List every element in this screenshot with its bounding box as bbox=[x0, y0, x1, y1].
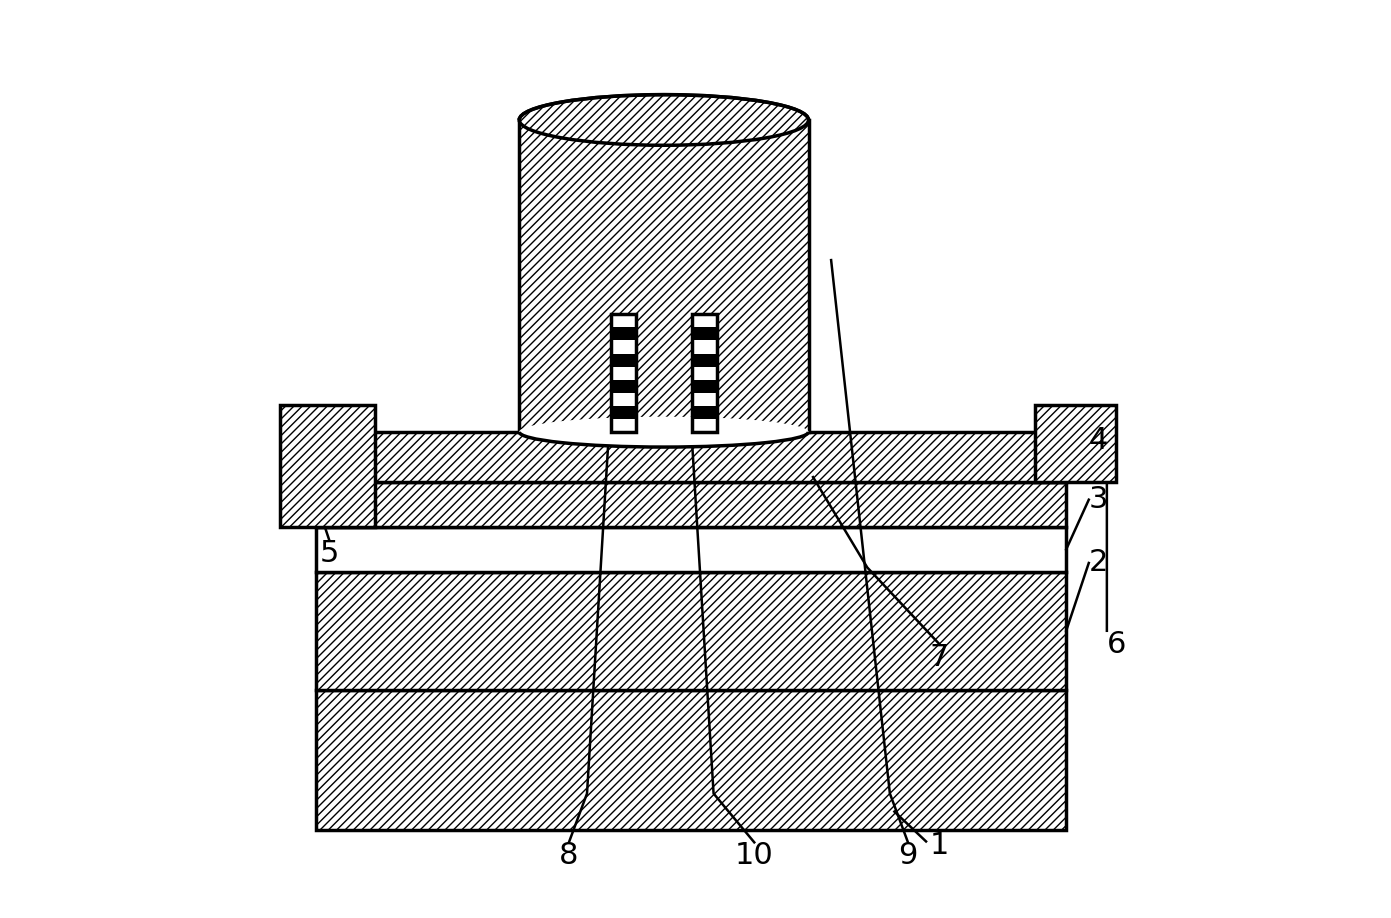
Bar bbox=[691, 314, 718, 328]
Bar bbox=[611, 419, 636, 431]
Bar bbox=[1035, 405, 1116, 482]
Bar bbox=[316, 527, 1066, 572]
Bar bbox=[691, 393, 718, 406]
Bar bbox=[611, 328, 636, 341]
Text: 3: 3 bbox=[1089, 486, 1109, 514]
Bar bbox=[611, 314, 636, 328]
Bar bbox=[611, 393, 636, 406]
Bar bbox=[280, 405, 374, 527]
Bar bbox=[316, 689, 1066, 830]
Ellipse shape bbox=[519, 95, 808, 145]
Bar bbox=[316, 572, 1066, 689]
Bar bbox=[316, 431, 1066, 482]
Text: 1: 1 bbox=[931, 832, 949, 860]
Bar bbox=[611, 406, 636, 419]
Bar bbox=[611, 380, 636, 393]
Bar bbox=[691, 314, 718, 431]
Bar bbox=[611, 314, 636, 431]
Text: 5: 5 bbox=[320, 540, 339, 568]
Text: 4: 4 bbox=[1089, 427, 1109, 455]
Text: 10: 10 bbox=[734, 841, 773, 869]
Bar bbox=[691, 380, 718, 393]
Bar bbox=[611, 353, 636, 366]
Bar bbox=[691, 353, 718, 366]
Text: 8: 8 bbox=[559, 841, 579, 869]
Bar bbox=[691, 328, 718, 341]
Bar bbox=[691, 406, 718, 419]
Bar bbox=[611, 366, 636, 380]
Bar bbox=[519, 120, 808, 431]
Text: 9: 9 bbox=[899, 841, 918, 869]
Text: 7: 7 bbox=[931, 644, 949, 672]
Bar bbox=[691, 419, 718, 431]
Bar bbox=[316, 482, 1066, 527]
Bar bbox=[691, 366, 718, 380]
Text: 2: 2 bbox=[1089, 548, 1109, 577]
Bar bbox=[611, 341, 636, 353]
Bar bbox=[691, 341, 718, 353]
Ellipse shape bbox=[519, 417, 808, 447]
Text: 6: 6 bbox=[1107, 630, 1127, 659]
